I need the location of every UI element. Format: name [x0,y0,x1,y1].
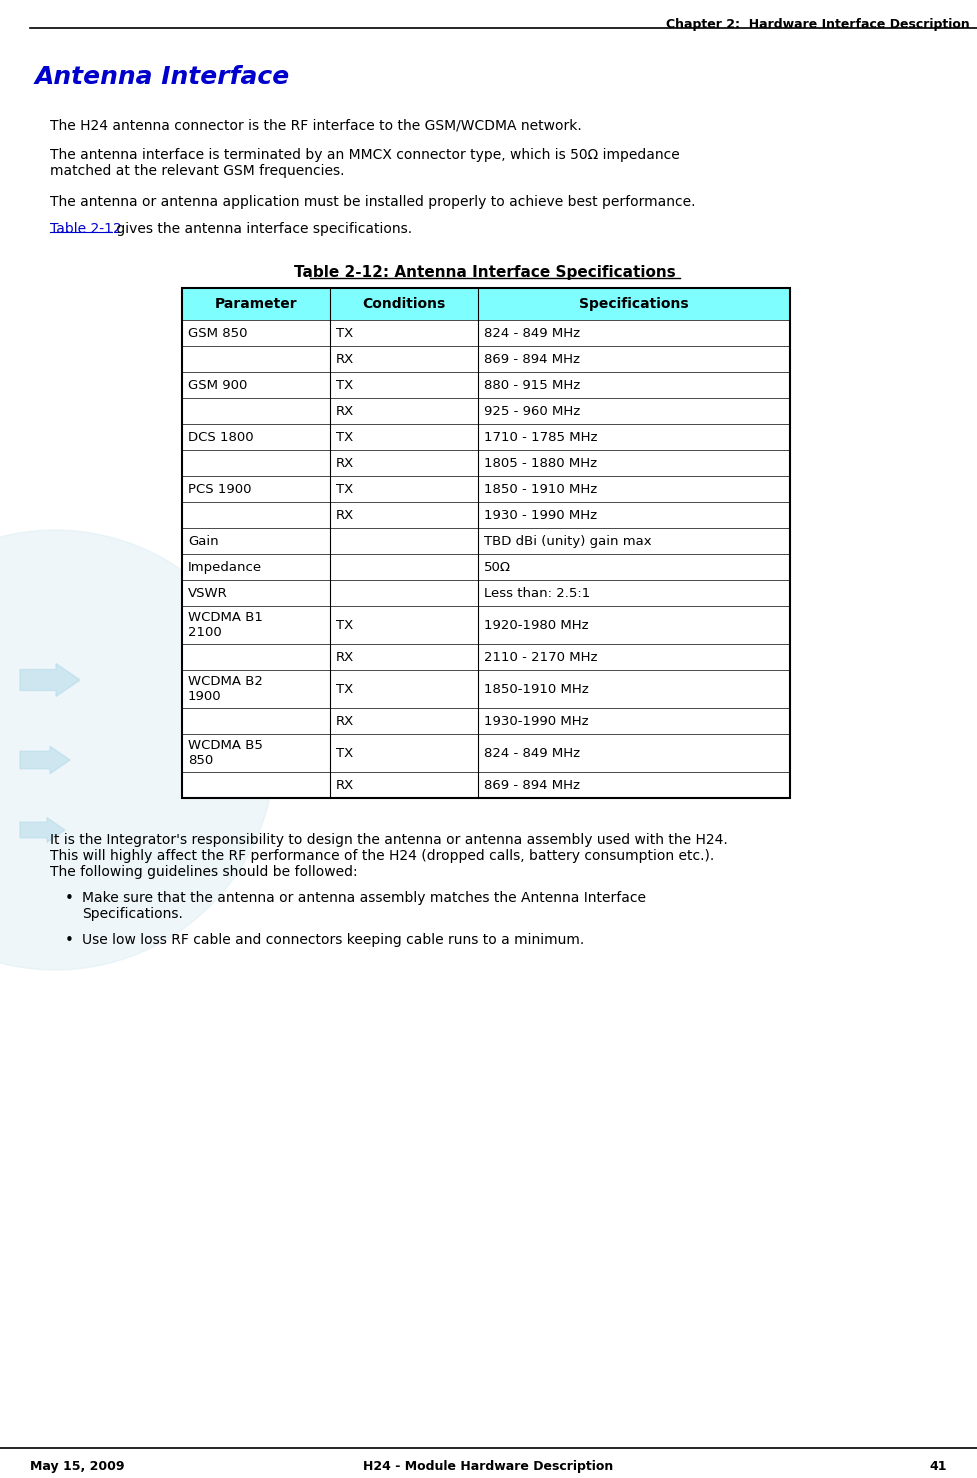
Text: •: • [65,891,74,906]
Text: RX: RX [336,405,355,417]
Text: TX: TX [336,378,354,392]
Text: Use low loss RF cable and connectors keeping cable runs to a minimum.: Use low loss RF cable and connectors kee… [82,933,584,947]
Bar [182,288,790,321]
Text: The H24 antenna connector is the RF interface to the GSM/WCDMA network.: The H24 antenna connector is the RF inte… [50,118,581,132]
Text: WCDMA B1
2100: WCDMA B1 2100 [188,610,263,638]
Text: Make sure that the antenna or antenna assembly matches the Antenna Interface
Spe: Make sure that the antenna or antenna as… [82,891,646,921]
Text: 50Ω: 50Ω [484,560,511,573]
Text: RX: RX [336,714,355,727]
Bar [182,321,790,346]
Text: 1850-1910 MHz: 1850-1910 MHz [484,683,589,696]
Text: Table 2-12: Antenna Interface Specifications: Table 2-12: Antenna Interface Specificat… [294,265,682,279]
Text: •: • [65,933,74,947]
Text: WCDMA B5
850: WCDMA B5 850 [188,739,263,767]
Text: 869 - 894 MHz: 869 - 894 MHz [484,352,580,365]
Text: Conditions: Conditions [362,297,446,310]
Text: The antenna interface is terminated by an MMCX connector type, which is 50Ω impe: The antenna interface is terminated by a… [50,148,680,179]
Text: 925 - 960 MHz: 925 - 960 MHz [484,405,580,417]
Bar [182,772,790,798]
Text: DCS 1800: DCS 1800 [188,430,254,443]
Text: H24 - Module Hardware Description: H24 - Module Hardware Description [362,1460,614,1474]
Text: Specifications: Specifications [579,297,689,310]
FancyArrow shape [20,746,70,774]
Text: Parameter: Parameter [215,297,297,310]
Text: 41: 41 [929,1460,947,1474]
Bar [182,735,790,772]
Text: 1930-1990 MHz: 1930-1990 MHz [484,714,588,727]
Text: RX: RX [336,352,355,365]
Text: 824 - 849 MHz: 824 - 849 MHz [484,746,580,760]
Text: WCDMA B2
1900: WCDMA B2 1900 [188,675,263,704]
Bar [182,476,790,503]
Text: 1850 - 1910 MHz: 1850 - 1910 MHz [484,482,597,495]
Text: Less than: 2.5:1: Less than: 2.5:1 [484,587,590,600]
Bar [182,644,790,670]
Bar [182,579,790,606]
Bar [182,346,790,372]
FancyArrow shape [20,664,80,696]
Circle shape [0,531,275,970]
Text: 824 - 849 MHz: 824 - 849 MHz [484,327,580,340]
Text: RX: RX [336,457,355,470]
Text: RX: RX [336,650,355,664]
Text: Impedance: Impedance [188,560,262,573]
Bar [182,424,790,449]
Bar [182,528,790,554]
Bar [182,503,790,528]
Text: GSM 850: GSM 850 [188,327,247,340]
Text: gives the antenna interface specifications.: gives the antenna interface specificatio… [112,222,412,236]
Bar [182,398,790,424]
Text: 1805 - 1880 MHz: 1805 - 1880 MHz [484,457,597,470]
Text: TX: TX [336,618,354,631]
Text: RX: RX [336,779,355,792]
Text: PCS 1900: PCS 1900 [188,482,251,495]
Text: GSM 900: GSM 900 [188,378,247,392]
Bar [182,288,790,798]
Bar [182,708,790,735]
Text: TX: TX [336,482,354,495]
Text: 1930 - 1990 MHz: 1930 - 1990 MHz [484,508,597,522]
Text: The antenna or antenna application must be installed properly to achieve best pe: The antenna or antenna application must … [50,195,696,208]
Text: 880 - 915 MHz: 880 - 915 MHz [484,378,580,392]
Text: 2110 - 2170 MHz: 2110 - 2170 MHz [484,650,598,664]
Text: It is the Integrator's responsibility to design the antenna or antenna assembly : It is the Integrator's responsibility to… [50,834,728,879]
Text: 869 - 894 MHz: 869 - 894 MHz [484,779,580,792]
Text: RX: RX [336,508,355,522]
Text: Table 2-12: Table 2-12 [50,222,122,236]
Text: TX: TX [336,327,354,340]
Text: 1710 - 1785 MHz: 1710 - 1785 MHz [484,430,598,443]
Bar [182,554,790,579]
Text: 1920-1980 MHz: 1920-1980 MHz [484,618,588,631]
Text: May 15, 2009: May 15, 2009 [30,1460,124,1474]
Text: TX: TX [336,683,354,696]
Text: TBD dBi (unity) gain max: TBD dBi (unity) gain max [484,535,652,547]
Text: Gain: Gain [188,535,219,547]
Bar [182,372,790,398]
FancyArrow shape [20,817,65,842]
Bar [182,670,790,708]
Bar [182,606,790,644]
Text: TX: TX [336,430,354,443]
Text: VSWR: VSWR [188,587,228,600]
Text: TX: TX [336,746,354,760]
Text: Antenna Interface: Antenna Interface [35,65,290,89]
Text: Chapter 2:  Hardware Interface Description: Chapter 2: Hardware Interface Descriptio… [666,18,970,31]
Bar [182,449,790,476]
